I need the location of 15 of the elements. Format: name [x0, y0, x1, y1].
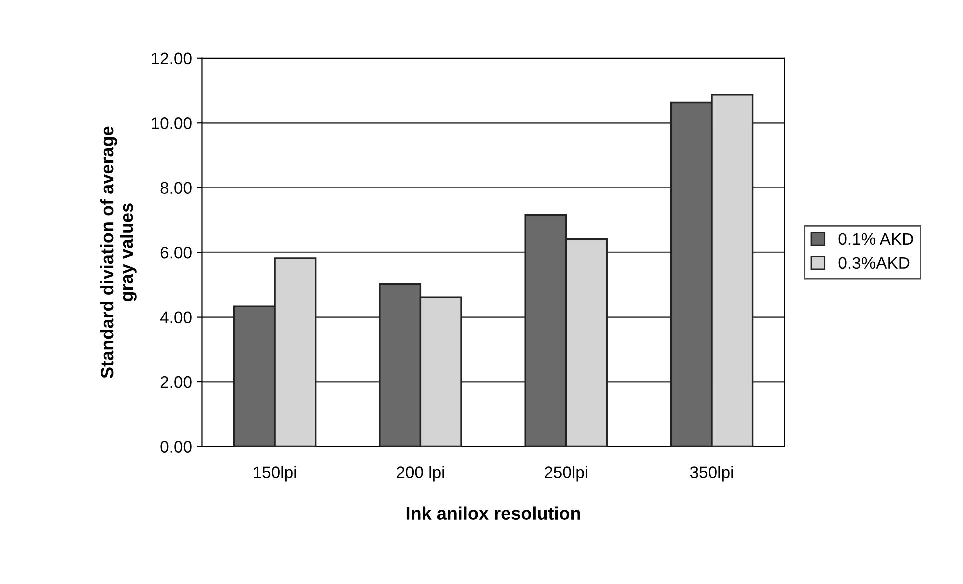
- y-tick-label: 4.00: [160, 312, 192, 324]
- y-tick-label: 12.00: [152, 52, 192, 65]
- x-axis-title: Ink anilox resolution: [406, 506, 580, 520]
- y-tick-label: 10.00: [152, 118, 192, 130]
- legend-label: 0.1% AKD: [838, 233, 914, 246]
- x-tick-label: 150lpi: [254, 466, 296, 482]
- y-tick-label: 8.00: [160, 182, 192, 194]
- legend-label: 0.3%AKD: [838, 257, 910, 270]
- y-tick-label: 2.00: [160, 376, 192, 388]
- y-tick-label: 0.00: [160, 441, 192, 453]
- x-tick-label: 200 lpi: [396, 466, 444, 482]
- x-tick-label: 250lpi: [544, 466, 588, 482]
- x-tick-label: 350lpi: [690, 466, 734, 482]
- y-axis-title: Standard diviation of average gray values: [100, 126, 137, 378]
- y-tick-label: 6.00: [160, 246, 192, 259]
